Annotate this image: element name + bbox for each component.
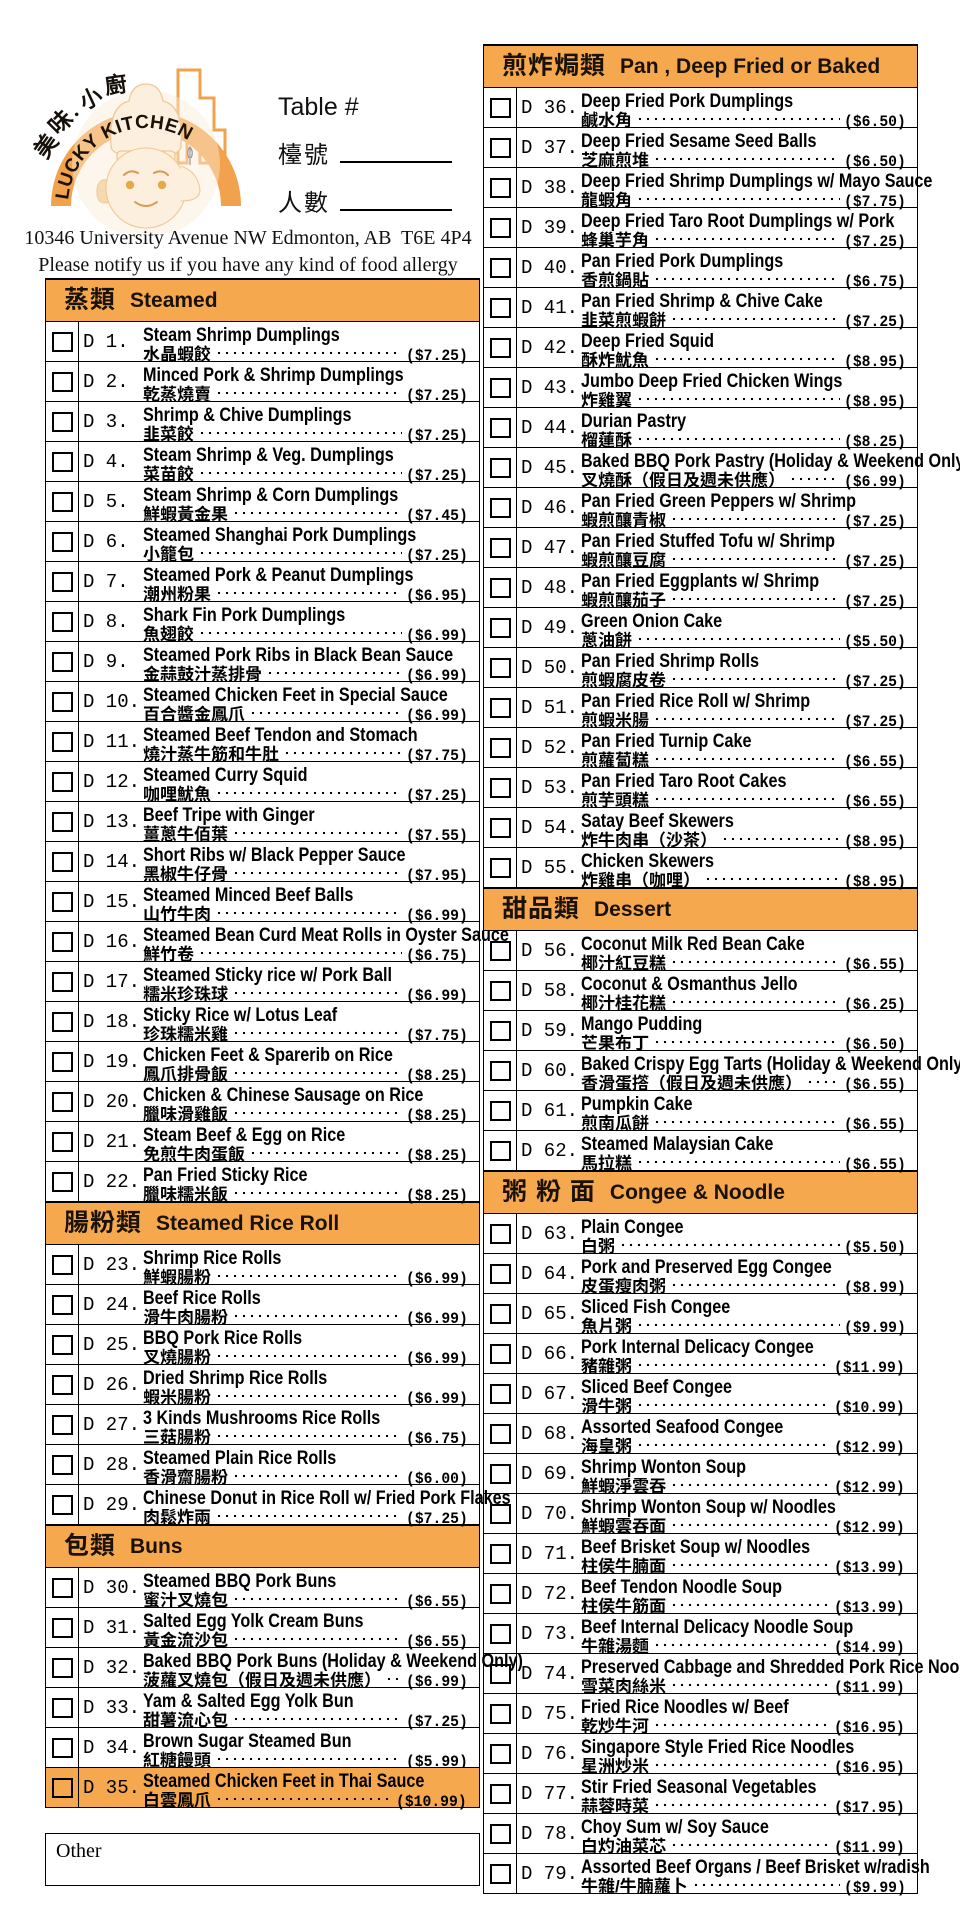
svg-text:Pork and Preserved Egg Congee: Pork and Preserved Egg Congee	[581, 1256, 832, 1278]
svg-text:Pan Fried Rice Roll w/ Shrimp: Pan Fried Rice Roll w/ Shrimp	[581, 690, 810, 712]
svg-text:Steamed Bean Curd Meat Rolls i: Steamed Bean Curd Meat Rolls in Oyster S…	[143, 924, 509, 946]
svg-text:Pan Fried Taro Root Cakes: Pan Fried Taro Root Cakes	[581, 770, 787, 792]
svg-text:Stir Fried Seasonal Vegetables: Stir Fried Seasonal Vegetables	[581, 1776, 817, 1798]
svg-text:Pan Fried Shrimp & Chive Cake: Pan Fried Shrimp & Chive Cake	[581, 290, 823, 312]
svg-text:Steamed Beef Tendon and Stomac: Steamed Beef Tendon and Stomach	[143, 724, 418, 746]
svg-text:Pan Fried Stuffed Tofu w/ Shri: Pan Fried Stuffed Tofu w/ Shrimp	[581, 530, 835, 552]
svg-text:Steam Shrimp & Corn Dumplings: Steam Shrimp & Corn Dumplings	[143, 484, 398, 506]
svg-text:Deep Fried Sesame Seed Balls: Deep Fried Sesame Seed Balls	[581, 130, 817, 152]
svg-text:Singapore Style Fried Rice Noo: Singapore Style Fried Rice Noodles	[581, 1736, 854, 1758]
svg-text:Yam & Salted Egg Yolk Bun: Yam & Salted Egg Yolk Bun	[143, 1690, 354, 1712]
svg-text:Steamed Plain Rice Rolls: Steamed Plain Rice Rolls	[143, 1447, 336, 1469]
svg-text:Pan Fried Green Peppers w/ Shr: Pan Fried Green Peppers w/ Shrimp	[581, 490, 856, 512]
svg-text:Steam Shrimp Dumplings: Steam Shrimp Dumplings	[143, 324, 340, 346]
svg-text:Satay Beef Skewers: Satay Beef Skewers	[581, 810, 734, 832]
svg-text:Steamed Chicken Feet in Specia: Steamed Chicken Feet in Special Sauce	[143, 684, 448, 706]
svg-text:Short Ribs w/ Black Pepper Sau: Short Ribs w/ Black Pepper Sauce	[143, 844, 405, 866]
svg-text:Pan Fried Sticky Rice: Pan Fried Sticky Rice	[143, 1164, 308, 1186]
svg-text:Choy Sum w/ Soy Sauce: Choy Sum w/ Soy Sauce	[581, 1816, 769, 1838]
svg-text:Sliced Fish Congee: Sliced Fish Congee	[581, 1296, 730, 1318]
svg-text:Assorted Seafood Congee: Assorted Seafood Congee	[581, 1416, 783, 1438]
svg-text:Beef Tripe with Ginger: Beef Tripe with Ginger	[143, 804, 315, 826]
svg-text:Steamed Sticky rice w/ Pork Ba: Steamed Sticky rice w/ Pork Ball	[143, 964, 392, 986]
svg-text:Beef Internal Delicacy Noodle: Beef Internal Delicacy Noodle Soup	[581, 1616, 853, 1638]
svg-text:Sliced Beef Congee: Sliced Beef Congee	[581, 1376, 732, 1398]
svg-text:Plain Congee: Plain Congee	[581, 1216, 683, 1238]
svg-text:Baked BBQ Pork Buns (Holiday &: Baked BBQ Pork Buns (Holiday & Weekend O…	[143, 1650, 523, 1672]
svg-text:Beef Brisket Soup w/ Noodles: Beef Brisket Soup w/ Noodles	[581, 1536, 810, 1558]
svg-text:Shrimp Rice Rolls: Shrimp Rice Rolls	[143, 1247, 281, 1269]
svg-text:Pan Fried Eggplants w/ Shrimp: Pan Fried Eggplants w/ Shrimp	[581, 570, 819, 592]
svg-text:Pork Internal Delicacy Congee: Pork Internal Delicacy Congee	[581, 1336, 814, 1358]
svg-text:Steamed Shanghai Pork Dumpling: Steamed Shanghai Pork Dumplings	[143, 524, 416, 546]
svg-text:Assorted Beef Organs / Beef Br: Assorted Beef Organs / Beef Brisket w/ra…	[581, 1856, 930, 1878]
svg-text:Chicken Skewers: Chicken Skewers	[581, 850, 714, 872]
svg-text:Steamed Minced Beef Balls: Steamed Minced Beef Balls	[143, 884, 353, 906]
svg-text:BBQ Pork Rice Rolls: BBQ Pork Rice Rolls	[143, 1327, 302, 1349]
svg-text:Steam Shrimp & Veg. Dumplings: Steam Shrimp & Veg. Dumplings	[143, 444, 394, 466]
svg-text:Chinese Donut in Rice Roll w/: Chinese Donut in Rice Roll w/ Fried Pork…	[143, 1487, 511, 1509]
svg-text:Pan Fried Turnip Cake: Pan Fried Turnip Cake	[581, 730, 751, 752]
svg-text:Beef Rice Rolls: Beef Rice Rolls	[143, 1287, 261, 1309]
svg-text:Sticky Rice w/ Lotus Leaf: Sticky Rice w/ Lotus Leaf	[143, 1004, 337, 1026]
svg-text:Coconut Milk Red Bean Cake: Coconut Milk Red Bean Cake	[581, 933, 805, 955]
svg-text:Coconut & Osmanthus Jello: Coconut & Osmanthus Jello	[581, 973, 798, 995]
svg-text:Shrimp Wonton Soup: Shrimp Wonton Soup	[581, 1456, 746, 1478]
svg-text:Steamed Pork & Peanut Dumpling: Steamed Pork & Peanut Dumplings	[143, 564, 414, 586]
svg-text:Dried Shrimp Rice Rolls: Dried Shrimp Rice Rolls	[143, 1367, 327, 1389]
svg-text:Salted Egg Yolk Cream Buns: Salted Egg Yolk Cream Buns	[143, 1610, 364, 1632]
svg-text:Green Onion Cake: Green Onion Cake	[581, 610, 722, 632]
svg-text:Jumbo Deep Fried Chicken Wings: Jumbo Deep Fried Chicken Wings	[581, 370, 842, 392]
svg-text:Steamed Curry Squid: Steamed Curry Squid	[143, 764, 307, 786]
svg-text:Brown Sugar Steamed Bun: Brown Sugar Steamed Bun	[143, 1730, 351, 1752]
svg-text:Shark Fin Pork Dumplings: Shark Fin Pork Dumplings	[143, 604, 345, 626]
svg-text:Durian Pastry: Durian Pastry	[581, 410, 686, 432]
svg-text:Deep Fried Squid: Deep Fried Squid	[581, 330, 714, 352]
svg-text:Steamed Chicken Feet in Thai S: Steamed Chicken Feet in Thai Sauce	[143, 1770, 424, 1792]
svg-text:Steam Beef & Egg on Rice: Steam Beef & Egg on Rice	[143, 1124, 345, 1146]
svg-text:Shrimp Wonton Soup w/ Noodles: Shrimp Wonton Soup w/ Noodles	[581, 1496, 836, 1518]
svg-text:Steamed Malaysian Cake: Steamed Malaysian Cake	[581, 1133, 773, 1155]
svg-text:Mango Pudding: Mango Pudding	[581, 1013, 702, 1035]
svg-text:Fried Rice Noodles w/ Beef: Fried Rice Noodles w/ Beef	[581, 1696, 789, 1718]
svg-text:Steamed BBQ Pork Buns: Steamed BBQ Pork Buns	[143, 1570, 336, 1592]
svg-text:Steamed Pork Ribs in Black Bea: Steamed Pork Ribs in Black Bean Sauce	[143, 644, 453, 666]
svg-text:Beef Tendon Noodle Soup: Beef Tendon Noodle Soup	[581, 1576, 782, 1598]
svg-text:Deep Fried Taro Root Dumplings: Deep Fried Taro Root Dumplings w/ Pork	[581, 210, 894, 232]
svg-text:Shrimp & Chive Dumplings: Shrimp & Chive Dumplings	[143, 404, 352, 426]
svg-text:Minced Pork & Shrimp Dumplings: Minced Pork & Shrimp Dumplings	[143, 364, 404, 386]
svg-text:Pan Fried Pork Dumplings: Pan Fried Pork Dumplings	[581, 250, 783, 272]
svg-text:Chicken Feet & Sparerib on Ric: Chicken Feet & Sparerib on Rice	[143, 1044, 393, 1066]
svg-text:Pumpkin Cake: Pumpkin Cake	[581, 1093, 692, 1115]
svg-text:Baked BBQ Pork Pastry (Holiday: Baked BBQ Pork Pastry (Holiday & Weekend…	[581, 450, 960, 472]
svg-text:Chicken & Chinese Sausage on R: Chicken & Chinese Sausage on Rice	[143, 1084, 423, 1106]
svg-text:3 Kinds Mushrooms Rice Rolls: 3 Kinds Mushrooms Rice Rolls	[143, 1407, 380, 1429]
svg-text:Pan Fried Shrimp Rolls: Pan Fried Shrimp Rolls	[581, 650, 759, 672]
svg-text:Baked Crispy Egg Tarts (Holida: Baked Crispy Egg Tarts (Holiday & Weeken…	[581, 1053, 960, 1075]
svg-text:Deep Fried Pork Dumplings: Deep Fried Pork Dumplings	[581, 90, 793, 112]
svg-text:Deep Fried Shrimp Dumplings w/: Deep Fried Shrimp Dumplings w/ Mayo Sauc…	[581, 170, 932, 192]
svg-text:Preserved Cabbage and Shredded: Preserved Cabbage and Shredded Pork Rice…	[581, 1656, 960, 1678]
svg-text:廚: 廚	[103, 71, 128, 99]
